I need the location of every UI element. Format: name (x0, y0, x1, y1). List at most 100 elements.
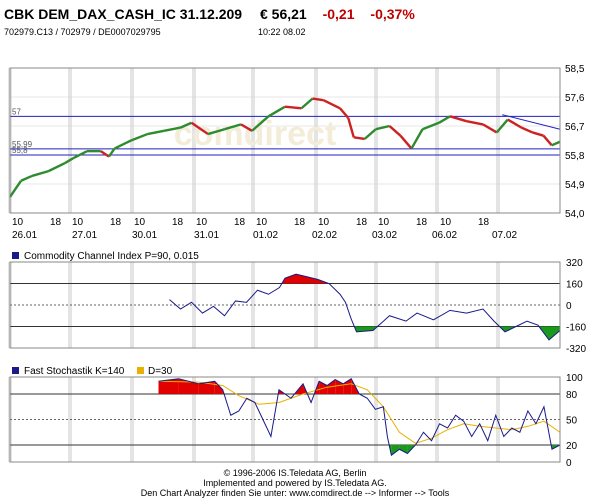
price-y-tick: 57,6 (565, 93, 585, 104)
stoch-y-tick: 100 (566, 373, 583, 384)
stoch-zone-fill (158, 378, 179, 394)
cci-session-separator (435, 262, 439, 348)
price-x-hour-label: 10 (72, 217, 84, 228)
footer: © 1996-2006 IS.Teledata AG, Berlin Imple… (0, 468, 590, 498)
price-segment (31, 169, 49, 178)
cci-line (169, 273, 561, 341)
instrument-name: CBK DEM_DAX_CASH_IC 31.12.209 (4, 6, 243, 22)
price-x-date-label: 30.01 (132, 230, 157, 241)
price-segment (312, 97, 324, 102)
price-x-hour-label: 10 (318, 217, 330, 228)
price-segment (532, 131, 544, 137)
cci-frame (9, 261, 561, 349)
price-x-hour-label: 18 (50, 217, 62, 228)
stoch-zone-fill (399, 445, 408, 454)
price-segment (267, 105, 286, 118)
price-hline-label: 57 (12, 107, 21, 116)
footer-copyright: © 1996-2006 IS.Teledata AG, Berlin (223, 468, 367, 478)
price-x-date-label: 07.02 (492, 230, 517, 241)
price-session-separator (374, 68, 378, 213)
price-segment (507, 118, 523, 129)
price-segment (190, 121, 209, 136)
price-segment (339, 107, 350, 119)
price-session-separator (251, 68, 255, 213)
instrument-ids: 702979.C13 / 702979 / DE0007029795 10:22… (4, 27, 306, 37)
price-segment (466, 119, 484, 126)
cci-y-tick: 160 (566, 280, 583, 291)
price-segment (322, 99, 341, 110)
cci-session-separator (251, 262, 255, 348)
st-session-separator (251, 377, 255, 462)
price-x-hour-label: 18 (356, 217, 368, 228)
price-segment (353, 136, 365, 141)
price-segment (100, 150, 110, 158)
price-x-hour-label: 18 (478, 217, 490, 228)
st-frame (9, 376, 561, 463)
price-segment (375, 124, 390, 131)
cci-legend-swatch (12, 252, 19, 259)
price-segment (438, 115, 451, 124)
price-segment (521, 126, 533, 134)
stoch-y-tick: 50 (566, 416, 578, 427)
price-x-date-label: 01.02 (253, 230, 278, 241)
price-x-hour-label: 18 (172, 217, 184, 228)
stoch-d-label: D=30 (148, 366, 173, 377)
price-x-hour-label: 18 (416, 217, 428, 228)
price-segment (207, 128, 225, 136)
price-x-date-label: 31.01 (194, 230, 219, 241)
stoch-y-tick: 0 (566, 458, 572, 469)
stoch-zone-fill (391, 445, 400, 456)
price-segment (251, 115, 270, 132)
st-session-separator (435, 377, 439, 462)
stoch-k-line (158, 377, 561, 457)
price-x-hour-label: 10 (12, 217, 24, 228)
cci-zone-fill (549, 326, 560, 340)
id-codes: 702979.C13 / 702979 / DE0007029795 (4, 27, 161, 37)
price-y-tick: 54,0 (565, 209, 585, 220)
price-segment (300, 97, 314, 110)
price-y-tick: 56,7 (565, 122, 585, 133)
price-segment (399, 134, 413, 150)
price-segment (224, 123, 242, 131)
cci-y-tick: 0 (566, 301, 572, 312)
price-segment (495, 118, 509, 134)
price-x-date-label: 02.02 (312, 230, 337, 241)
watermark-text: comdirect (174, 115, 337, 153)
price-segment (163, 126, 181, 133)
price-segment (240, 123, 253, 132)
price-plot-bg (10, 68, 560, 213)
price-trendline (502, 114, 561, 130)
price-x-hour-label: 10 (134, 217, 146, 228)
st-plot-bg (10, 377, 560, 462)
price-segment (363, 128, 377, 140)
price-segment (20, 174, 33, 182)
price-x-date-label: 03.02 (372, 230, 397, 241)
cci-y-tick: -160 (566, 323, 586, 334)
price-x-date-label: 06.02 (432, 230, 457, 241)
stoch-k-label: Fast Stochastik K=140 (24, 366, 125, 377)
price-segment (130, 132, 148, 142)
price-segment (113, 139, 132, 150)
price-segment (542, 134, 553, 147)
cci-y-tick: -320 (566, 344, 586, 355)
price-segment (347, 117, 355, 138)
price-segment (47, 161, 66, 173)
price-segment (551, 140, 561, 147)
price-x-hour-label: 18 (294, 217, 306, 228)
stoch-y-tick: 20 (566, 441, 578, 452)
price-segment (422, 121, 440, 131)
last-price: € 56,21 (259, 6, 307, 22)
stoch-d-line (158, 380, 561, 444)
price-frame (9, 67, 561, 214)
cci-label: Commodity Channel Index P=90, 0.015 (24, 251, 199, 262)
price-segment (388, 125, 402, 137)
cci-zone-fill (307, 276, 318, 284)
price-y-tick: 54,9 (565, 180, 585, 191)
stoch-zone-fill (198, 381, 215, 394)
price-segment (147, 129, 165, 136)
price-session-separator (435, 68, 439, 213)
price-x-date-label: 27.01 (72, 230, 97, 241)
footer-link-note: Den Chart Analyzer finden Sie unter: www… (140, 488, 450, 498)
price-segment (449, 115, 467, 123)
